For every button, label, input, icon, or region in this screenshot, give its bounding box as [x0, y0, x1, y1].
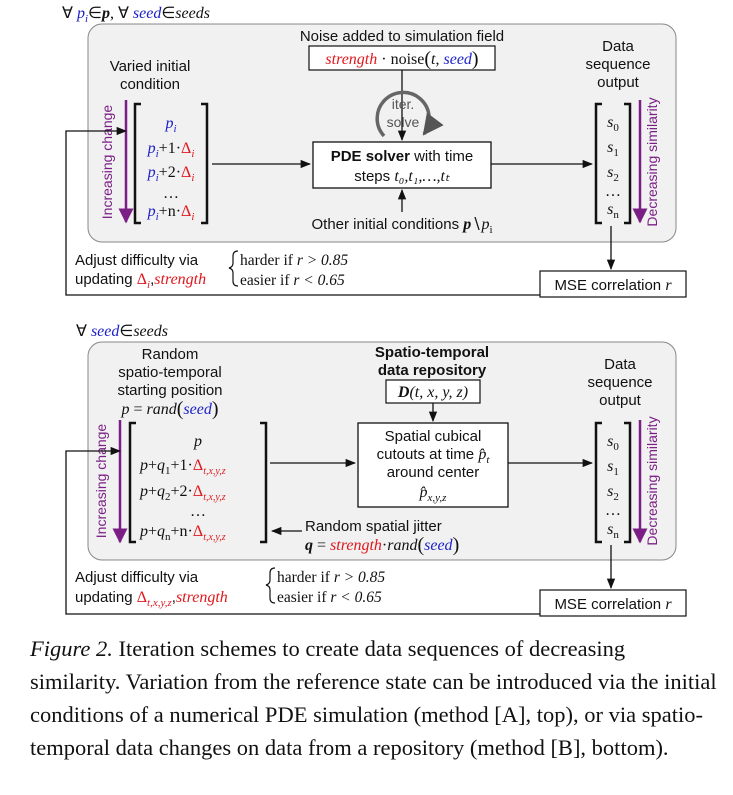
adjust-label-b-2: updating Δt,x,y,z,strength [75, 589, 228, 609]
sequence-entry: s1 [607, 139, 619, 159]
vector-bracket-right [201, 102, 209, 225]
seq-bracket-left [594, 102, 602, 225]
caption-text: Iteration schemes to create data sequenc… [30, 636, 717, 760]
vector-entry-b: p+q2+2·Δt,x,y,z [139, 483, 226, 503]
cutouts-label-2: cutouts at time p̂t [377, 446, 491, 466]
easier-rule-b: easier if r < 0.65 [277, 589, 382, 606]
sequence-entry: sn [607, 201, 619, 221]
cutouts-label-3: around center [387, 464, 480, 481]
pde-solver-label: PDE solver with time [331, 148, 474, 165]
sequence-entry-b: s1 [607, 458, 619, 478]
sequence-entry: s2 [607, 164, 619, 184]
caption-lead: Figure 2. [30, 636, 113, 661]
cutouts-center: p̂x,y,z [419, 484, 448, 504]
repository-formula: D(t, x, y, z) [397, 384, 468, 401]
seq-bracket-right-b [624, 421, 632, 544]
mse-box-b [539, 589, 687, 617]
noise-formula: strength · noise(t, seed) [325, 48, 478, 70]
random-formula: p = rand(seed) [120, 398, 218, 420]
increasing-change-label-b: Increasing change [93, 424, 109, 539]
vector-bracket-right-b [260, 421, 268, 544]
iter-label-1: iter. [392, 96, 415, 112]
sequence-entry: s0 [607, 114, 619, 134]
output-label-b-3: output [599, 392, 642, 409]
feedback-loop-arrow-b [65, 446, 540, 615]
starting-position-vector: p p+q1+1·Δt,x,y,z p+q2+2·Δt,x,y,z… p+qn+n·Δ… [139, 433, 226, 543]
vector-bracket-left [133, 102, 141, 225]
adjust-label-2: updating Δi,strength [75, 271, 206, 291]
output-label-b-2: sequence [587, 374, 652, 391]
decreasing-similarity-label-b: Decreasing similarity [644, 416, 660, 545]
random-label-2: spatio-temporal [118, 364, 221, 381]
pde-solver-box [312, 141, 492, 189]
diagram: ∀ pi∈p, ∀ seed∈seeds Noise added to simu… [62, 5, 687, 617]
sequence-entry: … [605, 183, 621, 200]
difficulty-brace-b [265, 567, 276, 604]
feedback-loop-arrow [65, 126, 540, 296]
data-sequence-output: s0 s1 s2…sn [605, 114, 621, 221]
method-a-quantifier: ∀ pi∈p, ∀ seed∈seeds [62, 5, 210, 25]
cutouts-box [357, 422, 509, 508]
harder-rule-b: harder if r > 0.85 [277, 569, 385, 586]
other-conditions-label: Other initial conditions p∖pi [312, 216, 493, 236]
increasing-change-label: Increasing change [99, 105, 115, 220]
varied-label-2: condition [120, 76, 180, 93]
difficulty-brace [228, 250, 239, 287]
method-b-quantifier: ∀ seed∈seeds [76, 323, 168, 340]
method-b-panel: ∀ seed∈seeds Random spatio-temporal star… [65, 323, 687, 617]
vector-entry-b: … [190, 503, 206, 520]
iter-label-2: solve [387, 114, 420, 130]
vector-entry: pi+n·Δi [147, 203, 195, 223]
adjust-label-1: Adjust difficulty via [75, 252, 199, 269]
time-steps-label: steps t₀,t₁,…,tₜ [354, 168, 450, 185]
vector-entry: pi+2·Δi [147, 164, 195, 184]
output-label-3: output [597, 74, 640, 91]
mse-label-b: MSE correlation r [554, 596, 672, 613]
random-label-3: starting position [117, 382, 222, 399]
iteration-loop-arrow [375, 90, 444, 138]
vector-entry: pi [164, 115, 176, 135]
vector-bracket-left-b [128, 421, 136, 544]
repository-title-2: data repository [378, 362, 487, 379]
noise-title: Noise added to simulation field [300, 28, 504, 45]
seq-bracket-left-b [594, 421, 602, 544]
figure-caption: Figure 2. Iteration schemes to create da… [30, 632, 720, 764]
mse-box [539, 270, 687, 298]
vector-entry: pi+1·Δi [147, 140, 195, 160]
varied-label-1: Varied initial [110, 58, 191, 75]
cutouts-label-1: Spatial cubical [385, 428, 482, 445]
output-label-1: Data [602, 38, 634, 55]
mse-label: MSE correlation r [554, 277, 672, 294]
jitter-formula: q = strength·rand(seed) [305, 534, 459, 556]
noise-formula-box [308, 45, 496, 71]
data-sequence-output-b: s0 s1 s2… sn [605, 433, 621, 541]
jitter-label: Random spatial jitter [305, 518, 442, 535]
sequence-entry-b: s0 [607, 433, 619, 453]
sequence-entry-b: sn [607, 521, 619, 541]
random-label-1: Random [142, 346, 199, 363]
vector-entry-b: p [193, 433, 202, 450]
harder-rule: harder if r > 0.85 [240, 252, 348, 269]
output-label-b-1: Data [604, 356, 636, 373]
seq-bracket-right [624, 102, 632, 225]
method-a-panel: ∀ pi∈p, ∀ seed∈seeds Noise added to simu… [62, 5, 687, 298]
output-label-2: sequence [585, 56, 650, 73]
sequence-entry-b: s2 [607, 483, 619, 503]
vector-entry-b: p+qn+n·Δt,x,y,z [139, 523, 226, 543]
varied-condition-vector: pi pi+1·Δi pi+2·Δi…pi+n·Δi [147, 115, 195, 223]
adjust-label-b-1: Adjust difficulty via [75, 569, 199, 586]
easier-rule: easier if r < 0.65 [240, 272, 345, 289]
sequence-entry-b: … [605, 502, 621, 519]
vector-entry: … [163, 185, 179, 202]
decreasing-similarity-label: Decreasing similarity [644, 97, 660, 226]
repository-title-1: Spatio-temporal [375, 344, 489, 361]
vector-entry-b: p+q1+1·Δt,x,y,z [139, 457, 226, 477]
